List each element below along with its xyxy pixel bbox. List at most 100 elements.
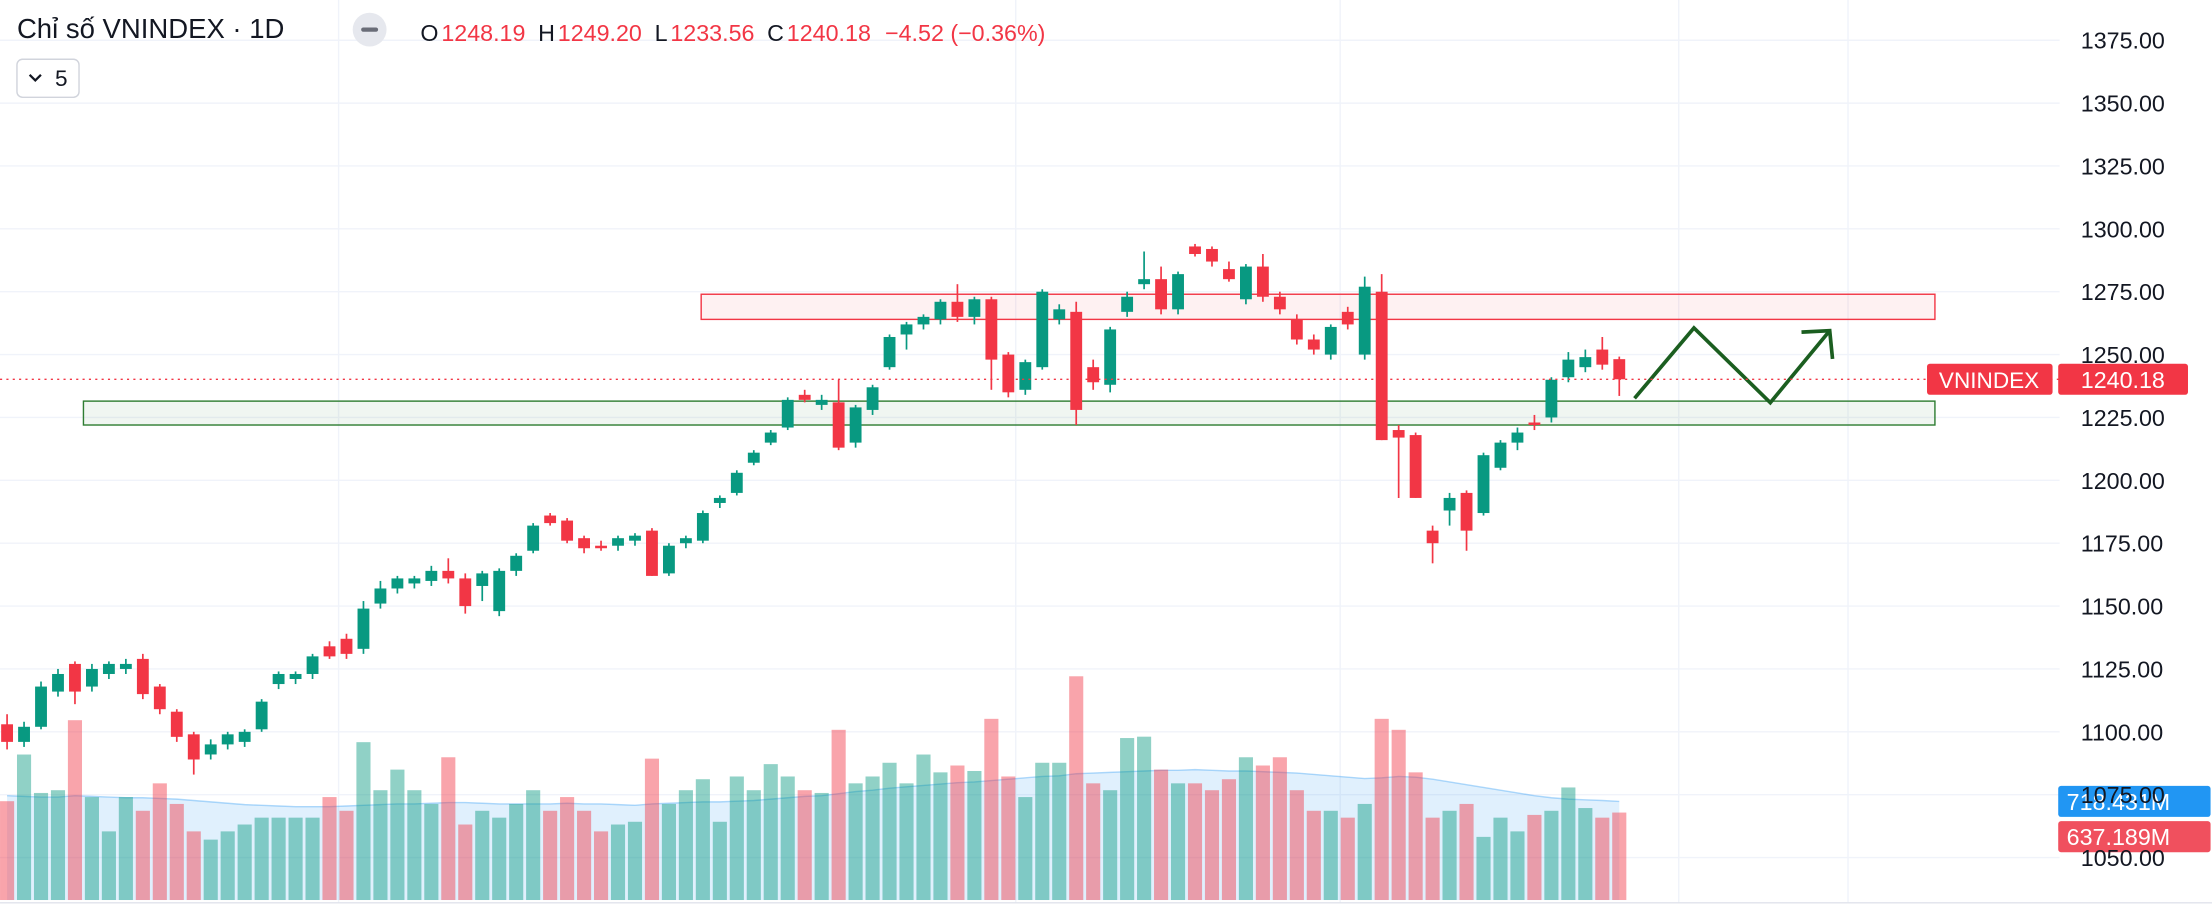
volume-bar [322, 797, 337, 901]
volume-bar [305, 817, 320, 901]
candle-body [900, 324, 913, 335]
volume-pane [0, 676, 1627, 901]
y-tick-label: 1075.00 [2081, 782, 2165, 808]
candle-body [646, 530, 658, 576]
volume-bar [526, 790, 541, 901]
volume-bar [712, 821, 727, 901]
candles [1, 243, 1626, 775]
volume-bar [237, 824, 252, 901]
volume-bar [288, 817, 303, 901]
volume-bar [1493, 817, 1508, 901]
volume-bar [763, 764, 778, 901]
indicator-count: 5 [55, 66, 68, 91]
candle-body [1341, 311, 1354, 325]
volume-bar [1374, 718, 1389, 901]
candle-body [1002, 354, 1015, 393]
price-tag [2058, 363, 2188, 395]
y-tick-label: 1275.00 [2081, 279, 2165, 305]
candle-body [1392, 430, 1405, 438]
candle-body [679, 538, 692, 544]
volume-bar [560, 797, 575, 901]
status-icon [361, 27, 379, 32]
volume-bar [1561, 787, 1576, 901]
volume-bar [1357, 803, 1372, 901]
volume-bar [186, 831, 201, 901]
volume-bar [610, 824, 626, 901]
volume-bar [1069, 676, 1084, 901]
candle-body [1324, 326, 1337, 355]
zones [82, 293, 1936, 426]
candle-body [1358, 286, 1371, 355]
volume-bar [1612, 812, 1627, 901]
ohlc-key: O [420, 20, 438, 46]
candle-body [764, 432, 777, 443]
chart-title: Chỉ số VNINDEX · 1D [17, 13, 284, 44]
volume-bar [1103, 790, 1118, 901]
candle-body [1290, 319, 1303, 340]
candle-body [408, 578, 421, 584]
volume-bar [1323, 810, 1338, 901]
price-tag-label: 1240.18 [2081, 367, 2165, 393]
volume-bar [1527, 814, 1542, 901]
volume-bar [458, 824, 473, 901]
candle-body [1256, 266, 1269, 297]
candle-body [86, 668, 98, 687]
candle-body [340, 638, 353, 654]
volume-bar [339, 810, 354, 901]
volume-bar [865, 776, 880, 901]
projection-arrowhead [1801, 328, 1835, 360]
candle-body [1545, 379, 1558, 418]
candle-body [747, 452, 760, 463]
candle-body [1528, 422, 1541, 426]
volume-bar [916, 754, 931, 901]
candle-body [1460, 492, 1473, 531]
volume-bar [169, 803, 184, 901]
volume-bar [1170, 783, 1186, 901]
candle-body [221, 734, 234, 745]
y-tick-label: 1050.00 [2081, 845, 2165, 871]
candle-body [1053, 309, 1066, 320]
candle-body [883, 336, 896, 368]
ohlc-key: C [767, 20, 784, 46]
volume-bar [967, 770, 982, 901]
indicator-toggle[interactable] [16, 58, 80, 99]
y-tick-label: 1175.00 [2081, 531, 2163, 557]
volume-bar [543, 810, 558, 901]
volume-bar [1154, 769, 1169, 901]
volume-bar [1272, 757, 1287, 901]
volume-bar [678, 790, 693, 901]
y-tick-label: 1250.00 [2081, 342, 2165, 368]
candle-body [204, 744, 217, 755]
volume-bar [1289, 790, 1304, 901]
candle-body [798, 394, 811, 400]
candle-body [832, 402, 845, 448]
volume-bar [152, 783, 167, 901]
y-tick-label: 1325.00 [2081, 153, 2165, 179]
ohlc-value: 1233.56 [670, 20, 754, 46]
volume-bar [1018, 797, 1033, 901]
candle-body [1426, 530, 1439, 544]
candle-body [391, 578, 404, 589]
volume-bar [950, 765, 965, 901]
volume-bar [814, 792, 829, 901]
volume-bar [729, 776, 744, 901]
volume-bar [797, 790, 812, 901]
volume-bar [1306, 810, 1321, 901]
candle-body [561, 520, 574, 541]
candle-body [1511, 432, 1524, 443]
candle-body [934, 301, 947, 320]
candle-body [1019, 362, 1032, 390]
volume-bar [1221, 779, 1237, 901]
candle-body [1036, 291, 1049, 368]
candle-body [306, 656, 319, 674]
candle-body [1477, 455, 1490, 514]
volume-bar [101, 831, 116, 901]
volume-bar [695, 779, 710, 901]
candle-body [18, 726, 30, 742]
volume-bar [0, 801, 15, 901]
volume-bar [933, 772, 948, 901]
volume-bar [1120, 738, 1135, 901]
projection-path [1633, 325, 1832, 406]
